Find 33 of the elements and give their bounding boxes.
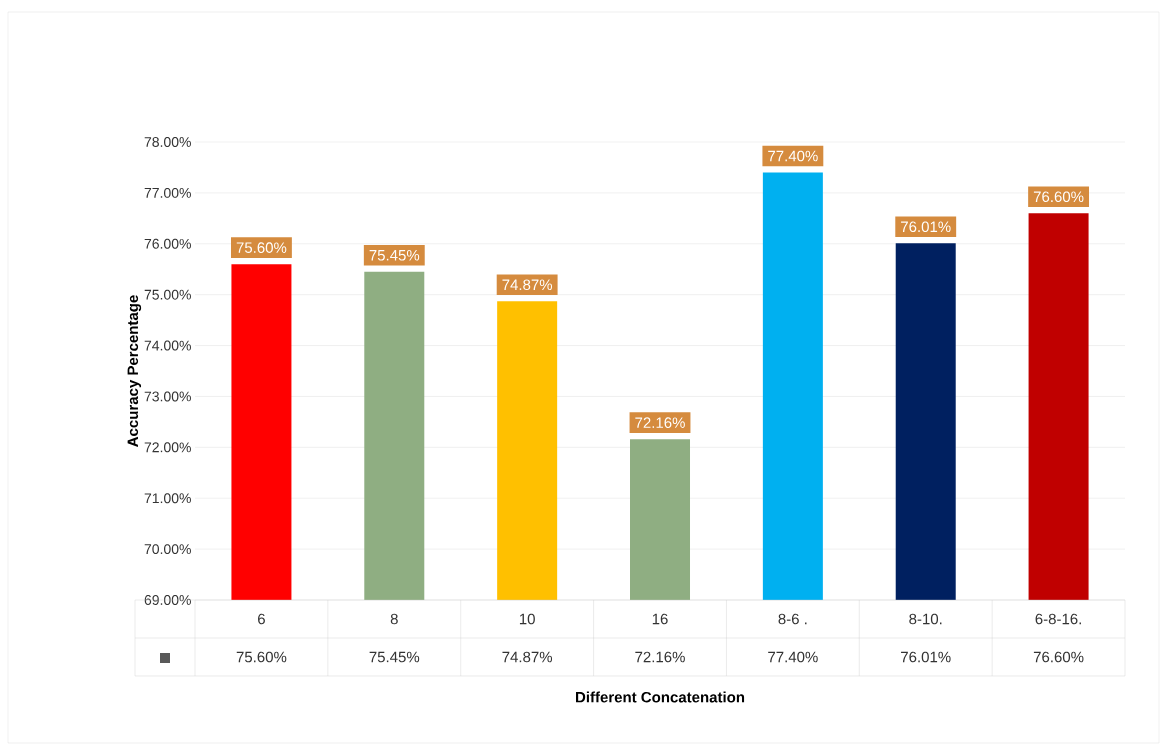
text: 76.01% — [901, 221, 951, 233]
text: 75.60% — [236, 242, 287, 253]
y-tick-label: 72.00% — [144, 442, 191, 453]
y-tick-label: 74.00% — [144, 340, 191, 351]
y-tick-label: 71.00% — [144, 493, 191, 504]
x-tick-label: 8 — [390, 613, 398, 625]
y-tick-label: 77.00% — [144, 187, 191, 198]
y-tick-label: 76.00% — [144, 238, 191, 249]
y-tick-label: 73.00% — [144, 391, 191, 402]
text: 77.40% — [768, 150, 818, 162]
text: 72.16% — [635, 417, 685, 428]
y-axis-title: Accuracy Percentage — [127, 295, 142, 447]
x-tick-label: 8-10. — [909, 613, 942, 625]
y-tick-label: 70.00% — [144, 544, 191, 555]
data-label: 75.45% — [369, 651, 420, 663]
x-tick-label: 8-6 . — [778, 613, 807, 625]
data-label: 74.87% — [502, 651, 553, 663]
x-tick-label: 6-8-16. — [1035, 613, 1081, 625]
data-label: 76.60% — [1033, 651, 1084, 663]
x-tick-label: 10 — [519, 613, 535, 625]
x-tick-label: 16 — [652, 613, 668, 625]
data-label: 75.60% — [236, 651, 287, 663]
x-axis-title: Different Concatenation — [576, 691, 745, 703]
y-tick-label: 78.00% — [144, 137, 191, 147]
data-label: 76.01% — [901, 651, 951, 663]
data-label: 72.16% — [635, 651, 685, 663]
data-label: 77.40% — [768, 651, 818, 663]
y-tick-label: 75.00% — [144, 289, 191, 300]
text: 74.87% — [502, 279, 553, 291]
text: 75.45% — [369, 250, 420, 261]
text: 76.60% — [1033, 191, 1084, 203]
x-tick-label: 6 — [258, 613, 265, 625]
y-tick-label: 69.00% — [144, 595, 191, 605]
